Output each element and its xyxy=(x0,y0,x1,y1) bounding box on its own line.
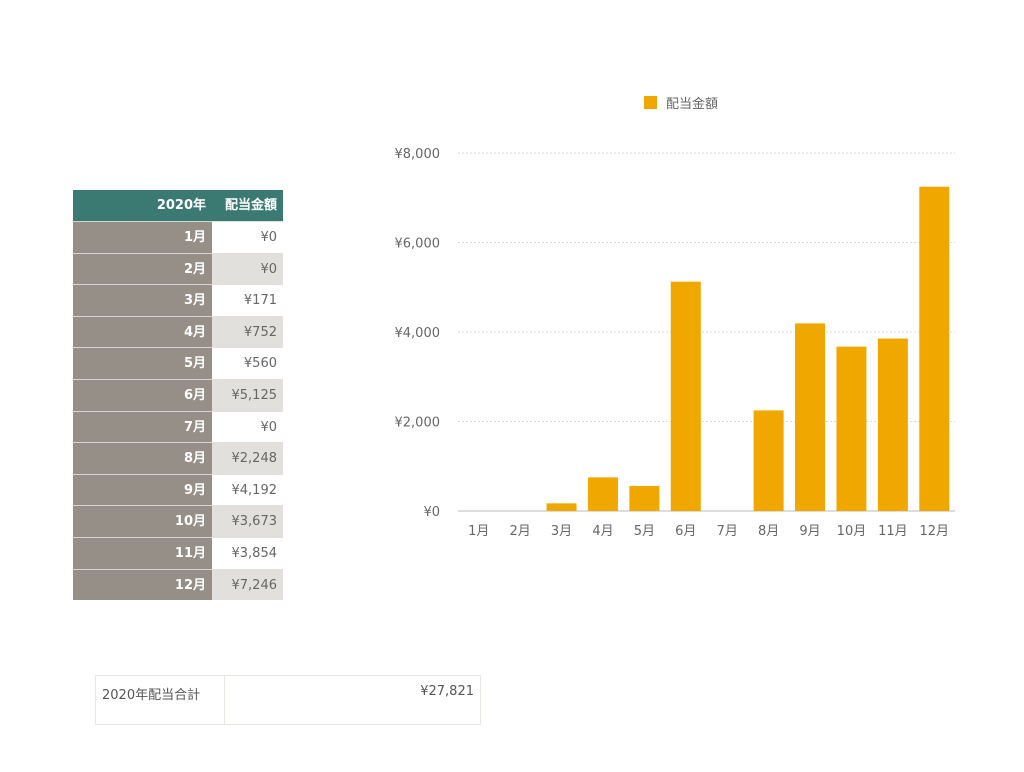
table-row: 11月 ¥3,854 xyxy=(73,536,283,569)
x-tick-label: 6月 xyxy=(675,524,696,539)
x-tick-label: 2月 xyxy=(509,524,530,539)
bar xyxy=(919,186,950,511)
bar xyxy=(546,503,577,511)
row-month: 7月 xyxy=(73,410,212,443)
table-row: 8月 ¥2,248 xyxy=(73,442,283,474)
x-tick-label: 5月 xyxy=(634,524,655,539)
bar xyxy=(877,338,908,511)
total-value: ¥27,821 xyxy=(420,684,474,699)
row-month: 3月 xyxy=(73,284,212,316)
y-tick-label: ¥8,000 xyxy=(395,147,441,162)
bar xyxy=(753,410,784,511)
table-row: 9月 ¥4,192 xyxy=(73,473,283,506)
x-tick-label: 10月 xyxy=(837,524,867,539)
x-tick-label: 11月 xyxy=(878,524,908,539)
bar xyxy=(836,346,867,511)
table-row: 5月 ¥560 xyxy=(73,347,283,379)
table-row: 12月 ¥7,246 xyxy=(73,568,283,601)
table-row: 4月 ¥752 xyxy=(73,315,283,348)
row-amount: ¥752 xyxy=(212,315,283,348)
total-label: 2020年配当合計 xyxy=(96,676,225,724)
x-tick-label: 3月 xyxy=(551,524,572,539)
bar xyxy=(670,281,701,511)
row-month: 6月 xyxy=(73,378,212,411)
row-month: 12月 xyxy=(73,568,212,601)
row-amount: ¥4,192 xyxy=(212,473,283,506)
x-tick-label: 4月 xyxy=(592,524,613,539)
table-header: 2020年 配当金額 xyxy=(73,190,283,221)
bar xyxy=(587,477,618,511)
row-month: 9月 xyxy=(73,473,212,506)
bar xyxy=(629,485,660,511)
row-amount: ¥0 xyxy=(212,410,283,443)
row-month: 2月 xyxy=(73,252,212,285)
header-year: 2020年 xyxy=(156,198,206,213)
y-tick-label: ¥2,000 xyxy=(395,416,441,431)
y-tick-label: ¥4,000 xyxy=(395,326,441,341)
row-amount: ¥0 xyxy=(212,252,283,285)
header-amount: 配当金額 xyxy=(224,198,277,213)
x-tick-label: 8月 xyxy=(758,524,779,539)
table-row: 3月 ¥171 xyxy=(73,284,283,316)
row-amount: ¥7,246 xyxy=(212,568,283,601)
row-amount: ¥3,854 xyxy=(212,536,283,569)
total-box: 2020年配当合計 ¥27,821 xyxy=(95,675,481,725)
row-amount: ¥5,125 xyxy=(212,378,283,411)
row-amount: ¥2,248 xyxy=(212,442,283,474)
row-month: 10月 xyxy=(73,505,212,537)
row-amount: ¥0 xyxy=(212,221,283,253)
y-tick-label: ¥6,000 xyxy=(395,237,441,252)
row-month: 4月 xyxy=(73,315,212,348)
table-row: 10月 ¥3,673 xyxy=(73,505,283,537)
legend-swatch xyxy=(644,96,657,109)
dividend-table: 2020年 配当金額 1月 ¥0 2月 ¥0 3月 ¥171 4月 ¥752 5月 ¥560 6月 ¥… xyxy=(73,190,283,601)
legend-label: 配当金額 xyxy=(666,96,718,112)
x-tick-label: 1月 xyxy=(468,524,489,539)
row-month: 1月 xyxy=(73,221,212,253)
row-amount: ¥3,673 xyxy=(212,505,283,537)
x-tick-label: 9月 xyxy=(799,524,820,539)
y-tick-label: ¥0 xyxy=(423,505,440,520)
row-amount: ¥560 xyxy=(212,347,283,379)
row-month: 11月 xyxy=(73,536,212,569)
table-row: 7月 ¥0 xyxy=(73,410,283,443)
x-tick-label: 12月 xyxy=(920,524,950,539)
table-row: 2月 ¥0 xyxy=(73,252,283,285)
row-month: 5月 xyxy=(73,347,212,379)
table-row: 6月 ¥5,125 xyxy=(73,378,283,411)
table-row: 1月 ¥0 xyxy=(73,221,283,253)
row-month: 8月 xyxy=(73,442,212,474)
row-amount: ¥171 xyxy=(212,284,283,316)
x-tick-label: 7月 xyxy=(717,524,738,539)
bar xyxy=(795,323,826,511)
